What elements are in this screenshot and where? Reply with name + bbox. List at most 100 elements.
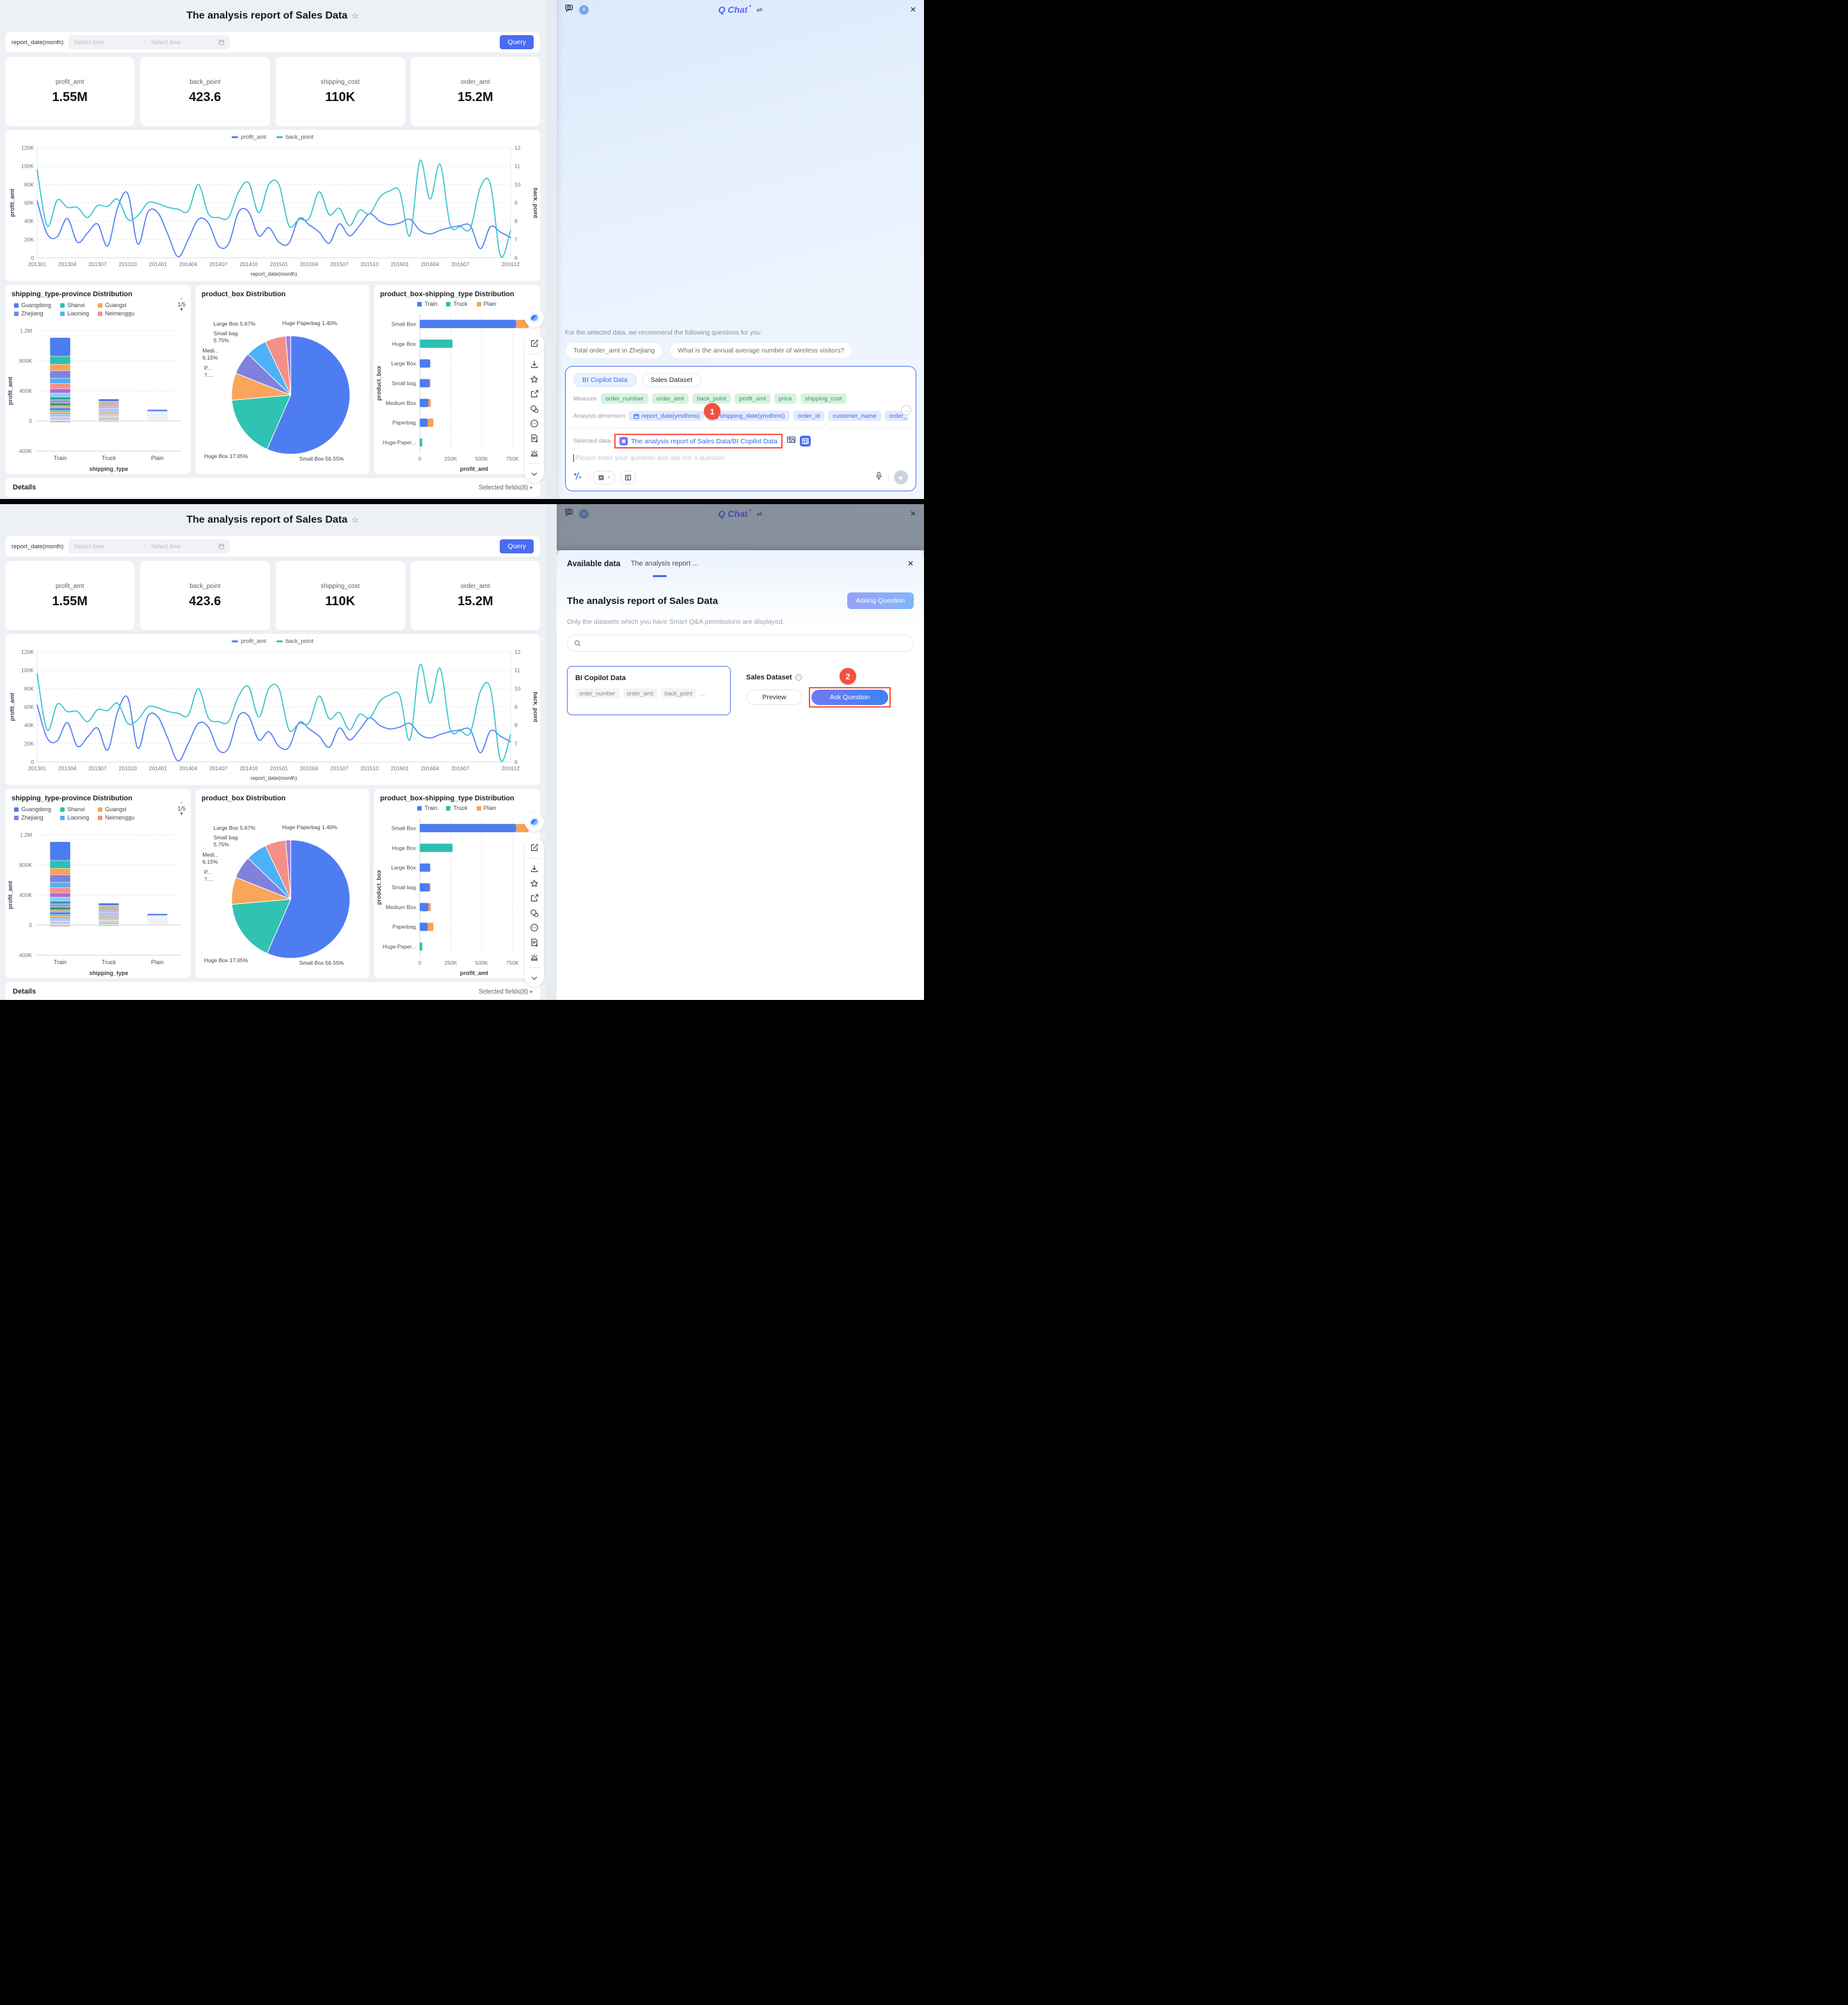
dataset-card-bi-copilot[interactable]: BI Copilot Data order_number order_amt b… bbox=[567, 666, 731, 715]
product-box-pie-chart[interactable]: Large Box 5.67% Small bag 5.75% Medi... 6.15… bbox=[196, 804, 368, 977]
product-box-shipping-bar-chart[interactable]: 0 250K 500K 750K Small Box Huge Box Large Box S… bbox=[375, 816, 539, 977]
preview-data-icon[interactable] bbox=[786, 435, 796, 448]
collapse-chevron-icon[interactable] bbox=[530, 974, 539, 983]
comment-icon[interactable] bbox=[530, 404, 539, 413]
legend-item[interactable]: Guangxi bbox=[98, 302, 134, 308]
pager-down-icon[interactable]: ▼ bbox=[179, 812, 184, 817]
legend-item[interactable]: back_point bbox=[276, 134, 314, 140]
favorite-star-icon[interactable]: ☆ bbox=[351, 11, 359, 20]
report-doc-icon[interactable] bbox=[530, 938, 539, 947]
suggestion-chip[interactable]: What is the annual average number of wir… bbox=[669, 342, 853, 359]
end-date-placeholder[interactable]: Select time bbox=[150, 38, 181, 46]
alarm-icon[interactable] bbox=[530, 448, 539, 457]
legend-item[interactable]: profit_amt bbox=[232, 638, 266, 644]
legend-item[interactable]: Liaoning bbox=[60, 310, 89, 317]
preview-button[interactable]: Preview bbox=[746, 690, 802, 705]
legend-item[interactable]: Plain bbox=[476, 805, 497, 811]
qchat-logo-button[interactable] bbox=[525, 812, 544, 832]
legend-item[interactable]: Train bbox=[417, 805, 437, 811]
model-selector-button[interactable]: ∨ bbox=[593, 470, 616, 484]
comment-icon[interactable] bbox=[530, 908, 539, 917]
legend-item[interactable]: Neimenggu bbox=[98, 814, 134, 821]
send-button[interactable]: ▶ bbox=[894, 470, 908, 484]
knowledge-book-button[interactable] bbox=[620, 470, 637, 484]
more-icon[interactable] bbox=[530, 419, 539, 428]
start-date-placeholder[interactable]: Select time bbox=[74, 38, 104, 46]
end-date-placeholder[interactable]: Select time bbox=[150, 543, 181, 550]
dimension-chip[interactable]: order_id bbox=[793, 411, 825, 421]
product-box-shipping-bar-chart[interactable]: 0 250K 500K 750K Small Box Huge Box Large Box S… bbox=[375, 312, 539, 473]
pager-up-icon[interactable]: ▲ bbox=[179, 800, 184, 805]
measure-chip[interactable]: order_amt bbox=[651, 393, 689, 404]
swap-panel-icon[interactable]: ⇌ bbox=[756, 6, 763, 14]
dataset-card-sales[interactable]: Sales Dataset i Preview Ask Question 2 bbox=[738, 666, 914, 715]
favorite-icon[interactable] bbox=[530, 375, 539, 384]
qchat-logo-button[interactable] bbox=[525, 308, 544, 328]
legend-item[interactable]: Neimenggu bbox=[98, 310, 134, 317]
measure-chip[interactable]: order_number bbox=[600, 393, 648, 404]
edit-icon[interactable] bbox=[530, 339, 539, 348]
chat-history-icon[interactable] bbox=[564, 3, 574, 16]
microphone-icon[interactable] bbox=[875, 472, 883, 483]
download-icon[interactable] bbox=[530, 864, 539, 873]
measure-chip[interactable]: back_point bbox=[692, 393, 731, 404]
legend-item[interactable]: Liaoning bbox=[60, 814, 89, 821]
download-icon[interactable] bbox=[530, 360, 539, 369]
legend-item[interactable]: back_point bbox=[276, 638, 314, 644]
asking-question-button[interactable]: Asking Question bbox=[847, 592, 914, 609]
profit-backpoint-line-chart[interactable]: 0 6 20K 7 40K 8 60K 9 80K 10 100K 11 120K 12 201301 201… bbox=[8, 646, 538, 782]
collapse-chevron-icon[interactable] bbox=[530, 470, 539, 479]
alarm-icon[interactable] bbox=[530, 953, 539, 962]
more-icon[interactable] bbox=[530, 923, 539, 932]
product-box-pie-chart[interactable]: Large Box 5.67% Small bag 5.75% Medi... 6.15… bbox=[196, 300, 368, 473]
tab-bi-copilot-data[interactable]: BI Copilot Data bbox=[573, 373, 637, 387]
measure-chip[interactable]: shipping_cost bbox=[800, 393, 847, 404]
dimension-chip[interactable]: report_date(ymdhms) bbox=[629, 411, 705, 421]
legend-item[interactable]: Truck bbox=[446, 301, 468, 307]
info-icon[interactable]: i bbox=[795, 674, 802, 681]
legend-item[interactable]: Truck bbox=[446, 805, 468, 811]
legend-item[interactable]: Shanxi bbox=[60, 806, 89, 812]
legend-item[interactable]: Zhejiang bbox=[14, 310, 51, 317]
sheet-tab[interactable]: The analysis report ... bbox=[630, 560, 699, 567]
province-stacked-bar-chart[interactable]: 1.2M 800K 400K 0 -400K Train Truck Plain shippin… bbox=[6, 830, 188, 977]
province-stacked-bar-chart[interactable]: 1.2M 800K 400K 0 -400K Train Truck Plain shippin… bbox=[6, 326, 188, 473]
pager-down-icon[interactable]: ▼ bbox=[179, 308, 184, 313]
share-icon[interactable] bbox=[530, 894, 539, 903]
favorite-icon[interactable] bbox=[530, 879, 539, 888]
suggestion-chip[interactable]: Total order_amt in Zhejiang bbox=[565, 342, 664, 359]
measure-chip[interactable]: price bbox=[774, 393, 797, 404]
selected-data-link[interactable]: The analysis report of Sales Data/BI Cop… bbox=[631, 437, 777, 445]
date-range-input[interactable]: Select time → Select time bbox=[68, 539, 230, 553]
report-doc-icon[interactable] bbox=[530, 434, 539, 443]
question-input[interactable]: Please enter your question and ask me a … bbox=[573, 454, 908, 462]
date-range-input[interactable]: Select time → Select time bbox=[68, 35, 230, 49]
dataset-search-input[interactable] bbox=[567, 635, 914, 652]
legend-item[interactable]: Zhejiang bbox=[14, 814, 51, 821]
selected-fields-dropdown[interactable]: Selected fields(8) ▾ bbox=[478, 484, 532, 491]
new-chat-button[interactable]: + bbox=[579, 4, 589, 15]
close-icon[interactable]: ✕ bbox=[907, 559, 914, 568]
legend-item[interactable]: Guangxi bbox=[98, 806, 134, 812]
pager-up-icon[interactable]: ▲ bbox=[179, 296, 184, 301]
legend-item[interactable]: Shanxi bbox=[60, 302, 89, 308]
smart-insight-icon[interactable] bbox=[573, 472, 582, 484]
legend-item[interactable]: Train bbox=[417, 301, 437, 307]
edit-icon[interactable] bbox=[530, 843, 539, 852]
selected-fields-dropdown[interactable]: Selected fields(8) ▾ bbox=[478, 988, 532, 995]
query-button[interactable]: Query bbox=[500, 35, 534, 49]
more-fields-button[interactable]: … bbox=[901, 405, 911, 415]
legend-item[interactable]: profit_amt bbox=[232, 134, 266, 140]
close-icon[interactable]: ✕ bbox=[909, 5, 916, 14]
legend-item[interactable]: Plain bbox=[476, 301, 497, 307]
profit-backpoint-line-chart[interactable]: 0 6 20K 7 40K 8 60K 9 80K 10 100K 11 120K 12 201301 201… bbox=[8, 141, 538, 278]
favorite-star-icon[interactable]: ☆ bbox=[351, 515, 359, 525]
share-icon[interactable] bbox=[530, 390, 539, 399]
dimension-chip[interactable]: customer_name bbox=[828, 411, 881, 421]
start-date-placeholder[interactable]: Select time bbox=[74, 543, 104, 550]
measure-chip[interactable]: profit_amt bbox=[734, 393, 771, 404]
ask-question-button[interactable]: Ask Question bbox=[811, 690, 888, 705]
legend-item[interactable]: Guangdong bbox=[14, 302, 51, 308]
field-config-icon[interactable] bbox=[799, 436, 811, 447]
query-button[interactable]: Query bbox=[500, 539, 534, 553]
